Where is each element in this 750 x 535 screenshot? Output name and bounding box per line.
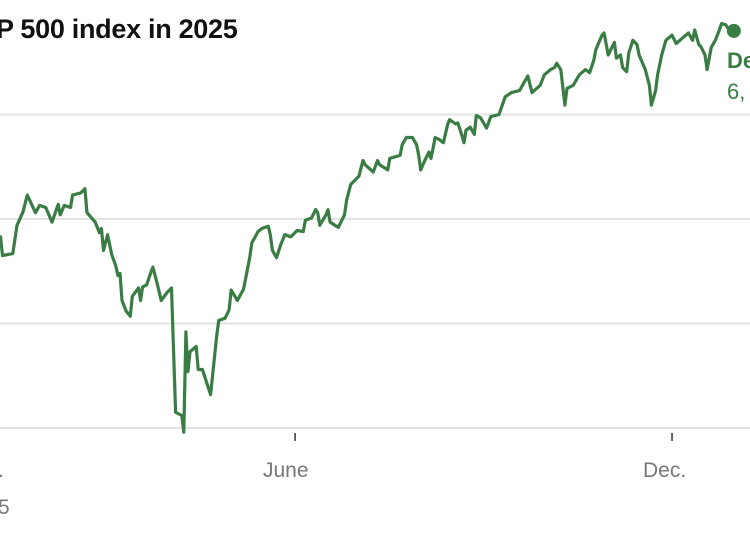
- x-label-jan-fragment: .: [0, 459, 4, 483]
- x-tick-label-june: June: [263, 459, 309, 482]
- gridlines: [0, 113, 750, 429]
- x-axis-ticks: [294, 433, 673, 441]
- index-line: [0, 22, 736, 434]
- end-label-value: 6,: [727, 79, 746, 104]
- chart-title: P 500 index in 2025: [0, 14, 238, 44]
- end-label-date: De: [727, 48, 750, 73]
- end-point-marker: [726, 23, 741, 38]
- x-tick-label-dec: Dec.: [643, 459, 687, 482]
- x-label-year-fragment: 5: [0, 496, 10, 519]
